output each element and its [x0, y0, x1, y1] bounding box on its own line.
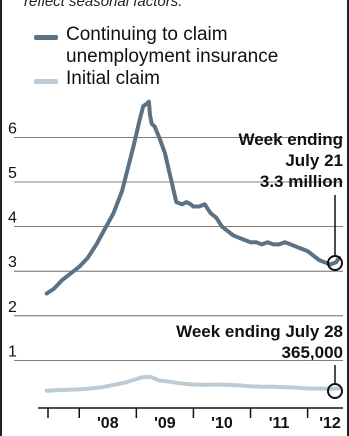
- series-lines: [44, 99, 341, 393]
- annotation-initial-line2: 365,000: [282, 343, 343, 362]
- left-border: [0, 0, 2, 436]
- y-tick-label: 6: [8, 120, 17, 137]
- intro-text-fragment: reflect seasonal factors.: [24, 0, 183, 10]
- annotation-endpoint-continuing: [327, 255, 343, 271]
- legend-label-continuing-line2: unemployment insurance: [66, 46, 279, 67]
- annotation-continuing-line2: July 21: [285, 151, 343, 170]
- y-tick-label: 2: [8, 299, 17, 316]
- legend-swatch-initial: [34, 79, 58, 84]
- x-axis: '08 '09 '10 '11 '12: [38, 407, 343, 432]
- legend-label-continuing-line1: Continuing to claim: [66, 24, 228, 45]
- annotation-endpoint-initial: [327, 383, 343, 399]
- x-tick-label: '10: [211, 415, 233, 432]
- x-tick-label: '12: [319, 415, 341, 432]
- y-tick-label: 4: [8, 210, 17, 227]
- right-border: [347, 0, 349, 436]
- annotation-continuing-line3: 3.3 million: [260, 172, 343, 191]
- x-tick-label: '11: [269, 415, 290, 432]
- x-tick-label: '09: [154, 415, 176, 432]
- series-line-continuing: [44, 99, 341, 296]
- annotation-continuing-line1: Week ending: [238, 130, 343, 149]
- y-tick-label: 5: [8, 165, 17, 182]
- y-axis-tick-labels: 1 2 3 4 5 6: [8, 120, 17, 360]
- series-line-initial: [44, 374, 341, 393]
- legend-swatch-continuing: [34, 35, 58, 40]
- y-tick-label: 3: [8, 254, 17, 271]
- y-tick-label: 1: [8, 343, 17, 360]
- x-tick-label: '08: [97, 415, 119, 432]
- legend-label-initial: Initial claim: [66, 68, 160, 89]
- annotations: Week ending July 21 3.3 million Week end…: [176, 130, 343, 399]
- annotation-initial-line1: Week ending July 28: [176, 322, 343, 341]
- gridlines: [14, 136, 343, 361]
